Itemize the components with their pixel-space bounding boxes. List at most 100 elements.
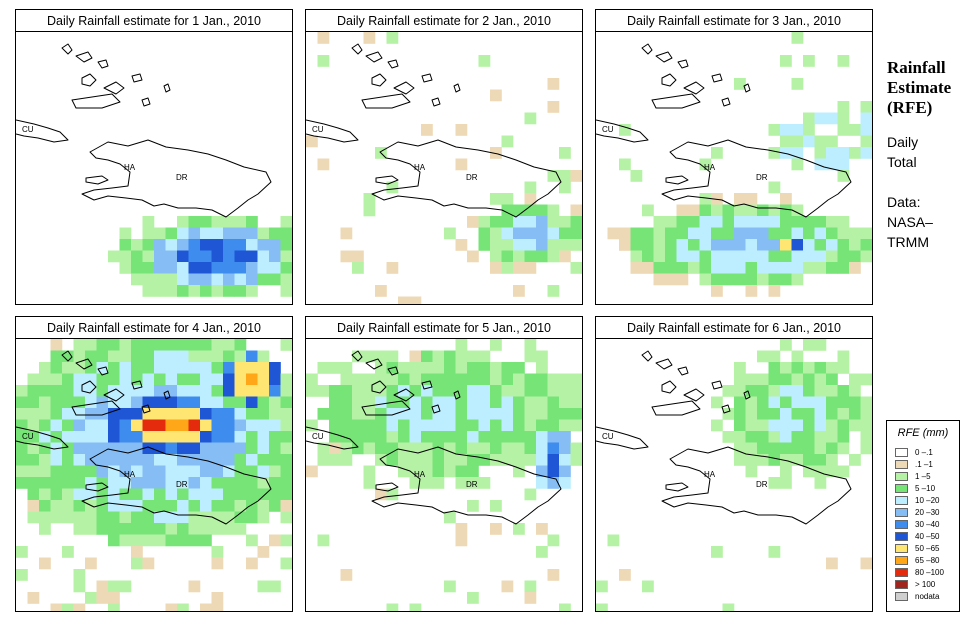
rainfall-cell xyxy=(444,454,456,466)
rainfall-cell xyxy=(154,350,166,363)
rainfall-cell xyxy=(780,250,792,263)
rainfall-cell xyxy=(73,431,86,443)
coastline xyxy=(431,97,441,107)
rainfall-cell xyxy=(234,273,247,286)
rainfall-cell xyxy=(421,419,433,432)
rainfall-cell xyxy=(246,488,258,501)
rainfall-cell xyxy=(131,350,143,363)
rainfall-cell xyxy=(306,465,318,478)
rainfall-cell xyxy=(814,239,827,251)
rainfall-cell xyxy=(734,273,746,286)
rainfall-cell xyxy=(386,181,399,194)
rainfall-cell xyxy=(142,500,155,512)
coastline xyxy=(371,139,562,218)
rainfall-cell xyxy=(837,262,850,274)
rainfall-cell xyxy=(467,373,479,386)
rainfall-cell xyxy=(96,408,109,420)
rainfall-cell xyxy=(791,204,804,217)
rainfall-cell xyxy=(722,239,735,251)
rainfall-map: CU HA DR xyxy=(596,32,872,304)
rainfall-cell xyxy=(780,373,792,386)
rainfall-cell xyxy=(211,454,224,466)
rainfall-cell xyxy=(536,523,548,535)
rainfall-cell xyxy=(849,373,861,386)
rainfall-cell xyxy=(27,408,40,420)
rainfall-cell xyxy=(860,124,872,136)
rainfall-cell xyxy=(734,385,746,397)
rainfall-cell xyxy=(62,546,74,558)
rainfall-cell xyxy=(722,273,735,286)
rainfall-cell xyxy=(837,465,850,478)
rainfall-cell xyxy=(837,350,850,363)
rainfall-cell xyxy=(547,101,560,113)
rainfall-cell xyxy=(653,262,666,274)
rainfall-cell xyxy=(108,350,120,363)
rainfall-cell xyxy=(837,250,850,263)
rainfall-cell xyxy=(154,273,166,286)
rainfall-cell xyxy=(757,396,769,409)
rainfall-cell xyxy=(62,385,74,397)
rainfall-cell xyxy=(142,385,155,397)
rainfall-cell xyxy=(257,442,270,455)
rainfall-cell xyxy=(39,442,51,455)
rainfall-cell xyxy=(352,262,364,274)
rainfall-cell xyxy=(734,419,746,432)
rainfall-cell xyxy=(317,442,330,455)
rainfall-cell xyxy=(188,534,201,547)
rainfall-cell xyxy=(352,419,364,432)
rainfall-cell xyxy=(85,408,97,420)
rainfall-cell xyxy=(211,442,224,455)
rainfall-cell xyxy=(444,362,456,374)
rainfall-cell xyxy=(432,465,445,478)
rainfall-cell xyxy=(768,442,781,455)
rainfall-cell xyxy=(513,227,525,240)
rainfall-cell xyxy=(734,408,746,420)
rainfall-cell xyxy=(39,385,51,397)
rainfall-cell xyxy=(630,262,643,274)
rainfall-cell xyxy=(131,362,143,374)
rainfall-cell xyxy=(50,488,63,501)
rainfall-cell xyxy=(780,454,792,466)
rainfall-cell xyxy=(791,350,804,363)
rainfall-cell xyxy=(177,262,189,274)
rainfall-cell xyxy=(200,250,212,263)
rainfall-cell xyxy=(177,431,189,443)
rainfall-cell xyxy=(246,534,258,547)
rainfall-cell xyxy=(363,350,376,363)
rainfall-cell xyxy=(607,534,620,547)
rainfall-cell xyxy=(119,373,132,386)
rainfall-cell xyxy=(108,603,120,611)
rainfall-cell xyxy=(467,592,479,604)
rainfall-cell xyxy=(108,454,120,466)
rainfall-cell xyxy=(768,216,781,228)
rainfall-cell xyxy=(478,477,491,489)
panel-title: Daily Rainfall estimate for 6 Jan., 2010 xyxy=(596,317,872,339)
rainfall-cell xyxy=(467,431,479,443)
rainfall-cell xyxy=(421,465,433,478)
rainfall-cell xyxy=(340,250,353,263)
rainfall-cell xyxy=(699,216,712,228)
rainfall-cell xyxy=(745,193,758,205)
rainfall-cell xyxy=(154,250,166,263)
rainfall-cell xyxy=(849,419,861,432)
legend-swatch xyxy=(895,508,908,517)
rainfall-cell xyxy=(860,135,872,148)
rainfall-cell xyxy=(16,396,28,409)
rainfall-cell xyxy=(524,408,537,420)
rainfall-cell xyxy=(803,408,815,420)
rainfall-cell xyxy=(188,216,201,228)
rainfall-cell xyxy=(375,385,387,397)
rainfall-cell xyxy=(444,408,456,420)
rainfall-cell xyxy=(513,262,525,274)
rainfall-cell xyxy=(467,408,479,420)
rainfall-cell xyxy=(246,500,258,512)
rainfall-cell xyxy=(223,408,235,420)
legend-swatch xyxy=(895,556,908,565)
rainfall-cell xyxy=(524,239,537,251)
rainfall-cell xyxy=(409,385,422,397)
coastlines xyxy=(306,43,562,218)
coastline xyxy=(641,350,653,362)
coastline xyxy=(453,83,461,93)
rainfall-cell xyxy=(211,592,224,604)
rainfall-cell xyxy=(734,396,746,409)
